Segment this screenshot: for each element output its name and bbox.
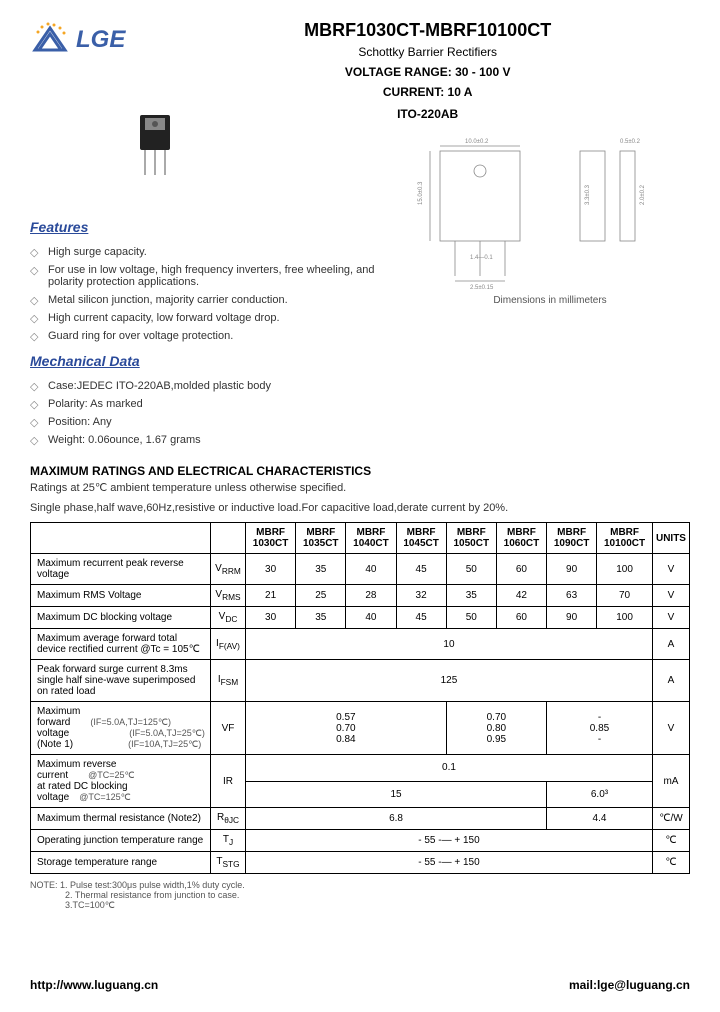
- package-drawing: 10.0±0.2 15.0±0.3 2.5±0.15 3.3±0.3 2.0±0…: [410, 131, 670, 291]
- svg-text:15.0±0.3: 15.0±0.3: [418, 181, 424, 205]
- mechanical-title: Mechanical Data: [30, 353, 380, 369]
- table-row: Maximum reverse current@TC=25℃at rated D…: [31, 755, 690, 782]
- feature-item: Metal silicon junction, majority carrier…: [30, 291, 380, 309]
- dimensions-label: Dimensions in millimeters: [410, 295, 690, 306]
- content-columns: Features High surge capacity. For use in…: [30, 131, 690, 449]
- voltage-range: VOLTAGE RANGE: 30 - 100 V: [165, 65, 690, 79]
- note-2: 2. Thermal resistance from junction to c…: [30, 890, 690, 900]
- table-row: Storage temperature rangeTSTG- 55 -— + 1…: [31, 852, 690, 874]
- feature-item: Guard ring for over voltage protection.: [30, 327, 380, 345]
- table-row: Maximum average forward total device rec…: [31, 629, 690, 660]
- table-row: Peak forward surge current 8.3ms single …: [31, 660, 690, 702]
- mechanical-item: Position: Any: [30, 413, 380, 431]
- specs-table: MBRF 1030CTMBRF 1035CTMBRF 1040CTMBRF 10…: [30, 522, 690, 874]
- svg-text:2.0±0.2: 2.0±0.2: [640, 184, 646, 205]
- right-column: 10.0±0.2 15.0±0.3 2.5±0.15 3.3±0.3 2.0±0…: [410, 131, 690, 449]
- features-title: Features: [30, 219, 380, 235]
- svg-text:10.0±0.2: 10.0±0.2: [465, 139, 489, 145]
- package-label: ITO-220AB: [165, 107, 690, 121]
- feature-item: For use in low voltage, high frequency i…: [30, 261, 380, 291]
- note-1: NOTE: 1. Pulse test:300μs pulse width,1%…: [30, 880, 690, 890]
- part-number: MBRF1030CT-MBRF10100CT: [165, 20, 690, 41]
- feature-item: High surge capacity.: [30, 243, 380, 261]
- table-row: Maximum thermal resistance (Note2)RθJC6.…: [31, 808, 690, 830]
- title-area: MBRF1030CT-MBRF10100CT Schottky Barrier …: [125, 20, 690, 121]
- table-row: Maximum recurrent peak reverse voltageVR…: [31, 554, 690, 585]
- logo-icon: [30, 20, 70, 60]
- header: LGE MBRF1030CT-MBRF10100CT Schottky Barr…: [30, 20, 690, 121]
- ratings-desc2: Single phase,half wave,60Hz,resistive or…: [30, 502, 690, 514]
- table-row: Operating junction temperature rangeTJ- …: [31, 830, 690, 852]
- svg-text:1.4—0.1: 1.4—0.1: [470, 255, 493, 261]
- features-list: High surge capacity. For use in low volt…: [30, 243, 380, 345]
- mechanical-item: Case:JEDEC ITO-220AB,molded plastic body: [30, 377, 380, 395]
- svg-text:3.3±0.3: 3.3±0.3: [585, 184, 591, 205]
- footer-url: http://www.luguang.cn: [30, 978, 158, 992]
- logo-text: LGE: [76, 26, 125, 54]
- mechanical-item: Polarity: As marked: [30, 395, 380, 413]
- table-row: Maximum forward(IF=5.0A,TJ=125℃)voltage(…: [31, 702, 690, 755]
- mechanical-item: Weight: 0.06ounce, 1.67 grams: [30, 431, 380, 449]
- footer-mail: mail:lge@luguang.cn: [569, 978, 690, 992]
- ratings-title: MAXIMUM RATINGS AND ELECTRICAL CHARACTER…: [30, 464, 690, 478]
- table-row: Maximum RMS VoltageVRMS2125283235426370V: [31, 585, 690, 607]
- subtitle: Schottky Barrier Rectifiers: [165, 45, 690, 59]
- note-3: 3.TC=100℃: [30, 900, 690, 911]
- table-header-row: MBRF 1030CTMBRF 1035CTMBRF 1040CTMBRF 10…: [31, 523, 690, 554]
- footer: http://www.luguang.cn mail:lge@luguang.c…: [30, 978, 690, 992]
- svg-text:2.5±0.15: 2.5±0.15: [470, 285, 494, 291]
- ratings-desc1: Ratings at 25℃ ambient temperature unles…: [30, 481, 690, 494]
- component-photo: [130, 110, 180, 180]
- table-row: Maximum DC blocking voltageVDC3035404550…: [31, 607, 690, 629]
- mechanical-list: Case:JEDEC ITO-220AB,molded plastic body…: [30, 377, 380, 449]
- svg-text:0.5±0.2: 0.5±0.2: [620, 139, 641, 145]
- logo-area: LGE: [30, 20, 125, 60]
- current-spec: CURRENT: 10 A: [165, 85, 690, 99]
- feature-item: High current capacity, low forward volta…: [30, 309, 380, 327]
- left-column: Features High surge capacity. For use in…: [30, 131, 380, 449]
- notes: NOTE: 1. Pulse test:300μs pulse width,1%…: [30, 880, 690, 911]
